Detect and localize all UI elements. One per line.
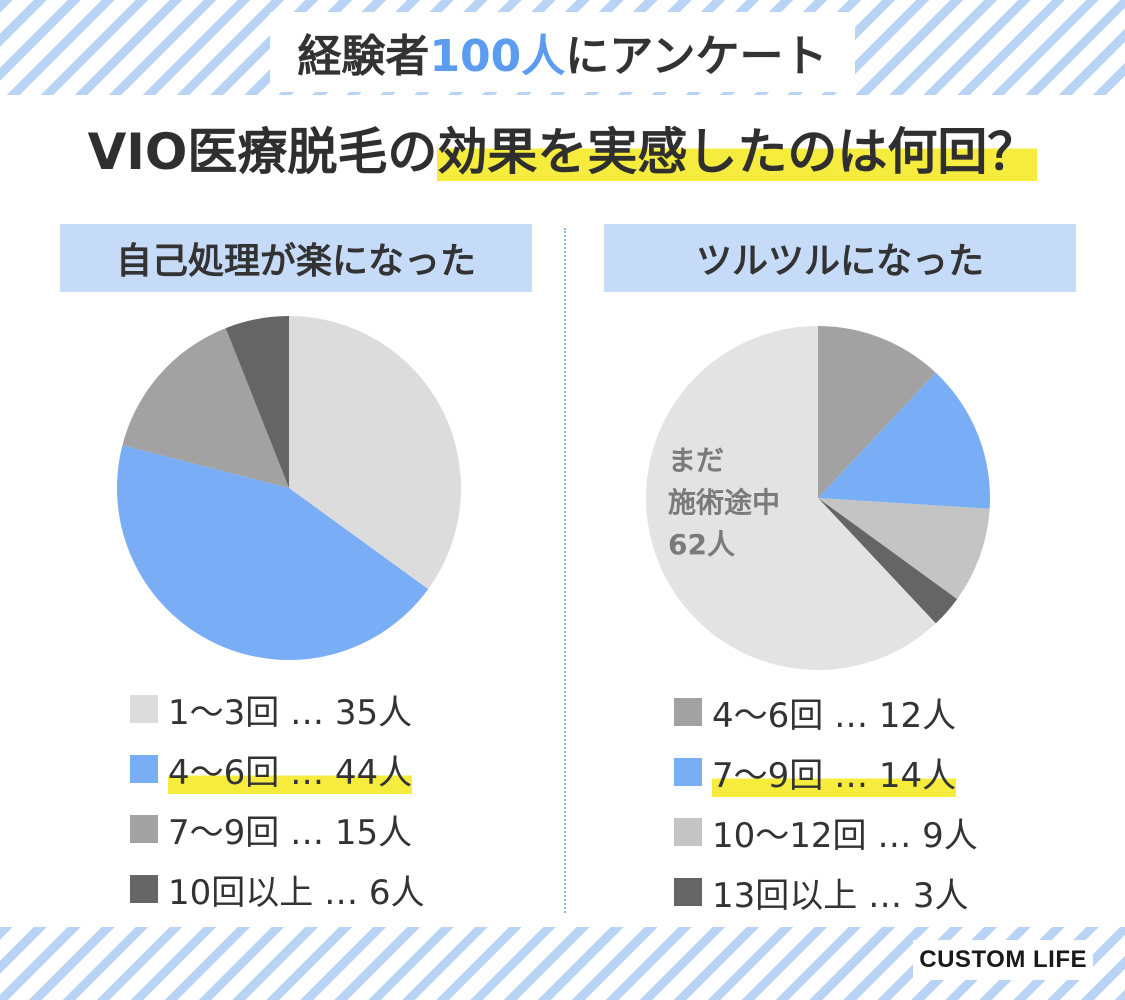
panel-divider <box>564 228 566 913</box>
pie-1-slice-2 <box>818 498 990 600</box>
left-chart-title: 自己処理が楽になった <box>60 224 532 292</box>
legend-label: 7〜9回 … 14人 <box>712 747 957 797</box>
legend-0-item-0: 1〜3回 … 35人 <box>130 679 425 739</box>
legend-0-item-2: 7〜9回 … 15人 <box>130 799 425 859</box>
legend-swatch <box>674 758 702 786</box>
pie-1-slice-4 <box>646 326 936 670</box>
legend-0-item-3: 10回以上 … 6人 <box>130 859 425 919</box>
header-suffix: にアンケート <box>565 31 828 82</box>
pie-1-slice-1 <box>818 372 990 509</box>
pie-0-slice-1 <box>117 445 429 660</box>
annotation-line-2: 施術途中 <box>668 486 781 519</box>
page-title: VIO医療脱毛の効果を実感したのは何回？ <box>0 112 1125 192</box>
legend-1-item-2: 10〜12回 … 9人 <box>674 802 978 862</box>
legend-swatch <box>130 755 158 783</box>
legend-swatch <box>674 878 702 906</box>
pie-0-slice-3 <box>225 316 289 488</box>
legend-label: 4〜6回 … 12人 <box>712 695 957 736</box>
title-prefix: VIO医療脱毛の <box>87 123 438 181</box>
legend-swatch <box>674 698 702 726</box>
legend-1-item-0: 4〜6回 … 12人 <box>674 682 978 742</box>
legend-label: 13回以上 … 3人 <box>712 875 969 916</box>
left-legend: 1〜3回 … 35人 4〜6回 … 44人 7〜9回 … 15人 10回以上 … 6人 <box>130 679 425 919</box>
right-chart-title: ツルツルになった <box>604 224 1076 292</box>
legend-label: 1〜3回 … 35人 <box>168 692 413 733</box>
right-legend: 4〜6回 … 12人 7〜9回 … 14人 10〜12回 … 9人 13回以上 … 3… <box>674 682 978 922</box>
pie-0-slice-0 <box>289 316 461 590</box>
legend-swatch <box>674 818 702 846</box>
annotation-line-1: まだ <box>668 444 725 477</box>
survey-header: 経験者 100人 にアンケート <box>270 12 855 92</box>
legend-1-item-3: 13回以上 … 3人 <box>674 862 978 922</box>
legend-label: 4〜6回 … 44人 <box>168 744 413 794</box>
legend-label: 7〜9回 … 15人 <box>168 812 413 853</box>
title-highlight: 効果を実感したのは何回？ <box>437 123 1038 181</box>
brand-logo: CUSTOM LIFE <box>913 940 1093 980</box>
legend-0-item-1: 4〜6回 … 44人 <box>130 739 425 799</box>
in-progress-annotation: まだ 施術途中 62人 <box>668 440 818 566</box>
header-prefix: 経験者 <box>297 31 430 82</box>
legend-swatch <box>130 815 158 843</box>
pie-1-slice-0 <box>818 326 936 498</box>
header-accent: 100人 <box>429 31 566 82</box>
legend-1-item-1: 7〜9回 … 14人 <box>674 742 978 802</box>
legend-swatch <box>130 875 158 903</box>
legend-label: 10〜12回 … 9人 <box>712 815 978 856</box>
legend-swatch <box>130 695 158 723</box>
pie-0-slice-2 <box>122 328 290 488</box>
annotation-line-3: 62人 <box>668 528 735 561</box>
pie-1-slice-3 <box>818 498 958 624</box>
legend-label: 10回以上 … 6人 <box>168 872 425 913</box>
